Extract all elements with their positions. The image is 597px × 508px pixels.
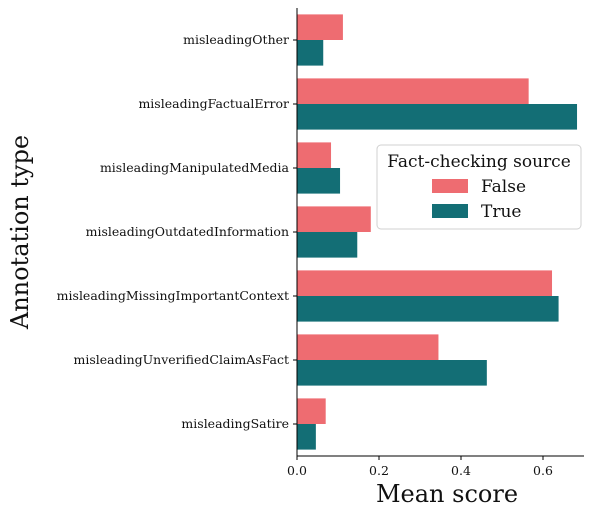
- bar-true-misleadingOutdatedInformation: [297, 232, 358, 258]
- y-tick-label: misleadingMissingImportantContext: [57, 288, 289, 303]
- bar-true-misleadingFactualError: [297, 104, 578, 130]
- bar-false-misleadingOutdatedInformation: [297, 206, 371, 232]
- bar-false-misleadingMissingImportantContext: [297, 270, 553, 296]
- bar-false-misleadingSatire: [297, 398, 326, 424]
- legend-swatch-false: [432, 179, 468, 193]
- y-tick-label: misleadingManipulatedMedia: [100, 160, 290, 175]
- x-tick-label: 0.0: [287, 463, 307, 478]
- y-tick-label: misleadingSatire: [181, 416, 289, 431]
- legend: Fact-checking source False True: [376, 144, 582, 230]
- bar-false-misleadingManipulatedMedia: [297, 142, 332, 168]
- x-tick-label: 0.2: [369, 463, 389, 478]
- bar-true-misleadingOther: [297, 40, 324, 66]
- y-tick-label: misleadingOther: [183, 32, 289, 47]
- bars-layer: [297, 14, 578, 450]
- legend-title: Fact-checking source: [387, 152, 571, 172]
- x-axis-title: Mean score: [376, 480, 518, 508]
- x-axis-ticks: 0.0 0.2 0.4 0.6: [287, 456, 553, 478]
- legend-label-true: True: [481, 202, 521, 222]
- y-tick-label: misleadingUnverifiedClaimAsFact: [73, 352, 289, 367]
- y-tick-label: misleadingOutdatedInformation: [86, 224, 289, 239]
- bar-true-misleadingUnverifiedClaimAsFact: [297, 360, 487, 386]
- x-tick-label: 0.4: [451, 463, 471, 478]
- bar-false-misleadingFactualError: [297, 78, 529, 104]
- legend-swatch-true: [432, 204, 468, 218]
- bar-false-misleadingOther: [297, 14, 343, 40]
- y-axis-title: Annotation type: [6, 135, 34, 330]
- legend-label-false: False: [481, 177, 526, 197]
- bar-true-misleadingMissingImportantContext: [297, 296, 559, 322]
- bar-true-misleadingManipulatedMedia: [297, 168, 341, 194]
- y-tick-label: misleadingFactualError: [138, 96, 289, 111]
- legend-frame: [376, 144, 582, 230]
- y-axis-ticks: misleadingOther misleadingFactualError mis…: [57, 32, 297, 431]
- x-tick-label: 0.6: [533, 463, 553, 478]
- bar-true-misleadingSatire: [297, 424, 316, 450]
- bar-false-misleadingUnverifiedClaimAsFact: [297, 334, 439, 360]
